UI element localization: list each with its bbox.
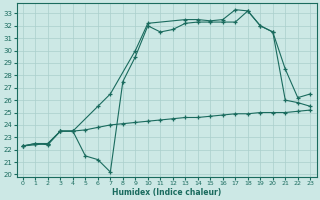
X-axis label: Humidex (Indice chaleur): Humidex (Indice chaleur) — [112, 188, 221, 197]
